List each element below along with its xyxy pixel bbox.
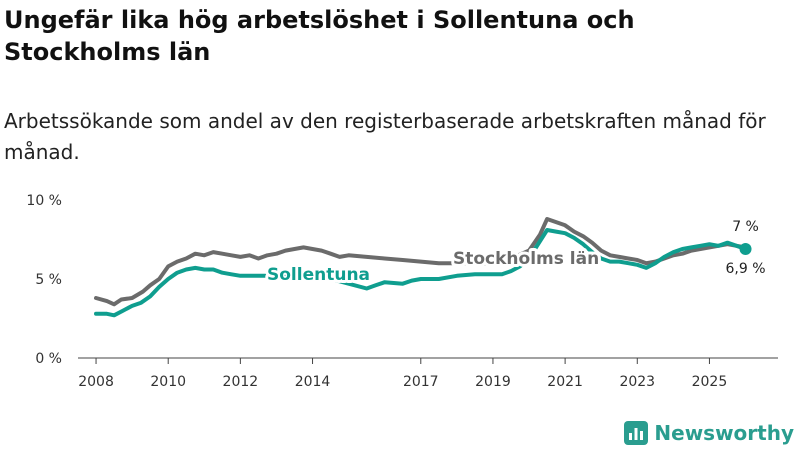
y-tick-label: 0 % [35, 351, 62, 367]
x-tick-label: 2008 [78, 374, 114, 390]
chart-subtitle: Arbetssökande som andel av den registerb… [4, 109, 766, 164]
x-tick-label: 2014 [295, 374, 331, 390]
x-tick-label: 2012 [223, 374, 259, 390]
x-tick-label: 2023 [619, 374, 655, 390]
y-tick-label: 10 % [26, 193, 62, 209]
end-label-sollentuna: 6,9 % [726, 261, 766, 277]
x-tick-label: 2025 [692, 374, 728, 390]
series-label-stockholms-lan: Stockholms län [453, 249, 599, 269]
series-labels: Stockholms län Sollentuna 7 % 6,9 % [264, 219, 766, 288]
newsworthy-logo[interactable]: Newsworthy [624, 420, 794, 446]
series-line-sollentuna [94, 228, 748, 318]
series-line-stockholms-l-n [94, 217, 748, 307]
y-tick-label: 5 % [35, 272, 62, 288]
x-tick-label: 2021 [547, 374, 583, 390]
newsworthy-logo-text: Newsworthy [654, 421, 794, 445]
x-tick-label: 2010 [150, 374, 186, 390]
chart-title: Ungefär lika hög arbetslöshet i Sollentu… [4, 6, 635, 66]
x-axis: 2008 2010 2012 2014 2017 2019 2021 2023 2025 [78, 357, 778, 390]
series-lines [94, 217, 752, 318]
newsworthy-logo-icon [624, 421, 649, 445]
y-axis: 0 % 5 % 10 % [26, 193, 62, 367]
series-label-sollentuna: Sollentuna [267, 265, 370, 285]
sollentuna-end-marker [739, 242, 752, 255]
x-tick-label: 2017 [403, 374, 439, 390]
x-tick-label: 2019 [475, 374, 511, 390]
end-label-stockholms-lan: 7 % [732, 219, 759, 235]
